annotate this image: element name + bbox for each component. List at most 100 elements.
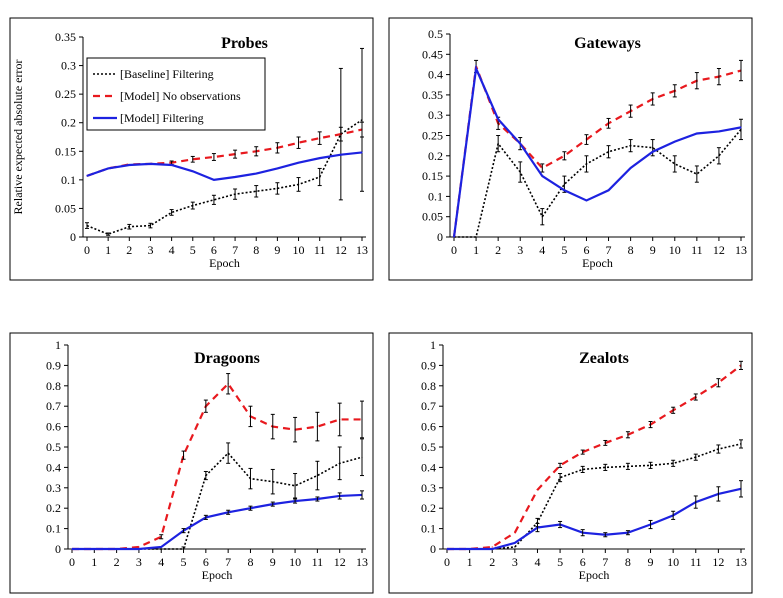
- y-tick-label: 0.4: [428, 68, 443, 82]
- series-line: [72, 493, 363, 551]
- y-tick-label: 0.3: [46, 481, 61, 495]
- data-point: [514, 542, 516, 544]
- y-tick-label: 0.7: [421, 399, 436, 413]
- y-tick-label: 0.8: [46, 379, 61, 393]
- y-tick-label: 0.1: [61, 173, 76, 187]
- data-point: [340, 154, 342, 156]
- x-tick-label: 10: [289, 555, 301, 569]
- data-point: [519, 143, 521, 145]
- x-tick-label: 8: [253, 243, 259, 257]
- data-point: [128, 164, 130, 166]
- data-point: [255, 172, 257, 175]
- data-point: [563, 189, 565, 191]
- y-tick-label: 0.3: [428, 108, 443, 122]
- x-tick-label: 12: [334, 555, 346, 569]
- series-line: [447, 487, 742, 551]
- data-point: [213, 179, 215, 181]
- data-point: [138, 546, 140, 548]
- series-2: [86, 151, 363, 181]
- data-point: [138, 548, 140, 550]
- x-tick-label: 2: [114, 555, 120, 569]
- series-line: [72, 382, 362, 551]
- data-point: [497, 118, 499, 120]
- y-tick-label: 0.2: [46, 501, 61, 515]
- x-tick-label: 9: [650, 243, 656, 257]
- series-2: [71, 490, 364, 551]
- x-tick-label: 6: [211, 243, 217, 257]
- x-tick-label: 10: [293, 243, 305, 257]
- x-tick-label: 8: [247, 555, 253, 569]
- data-point: [361, 151, 363, 154]
- x-tick-label: 4: [169, 243, 175, 257]
- data-point: [116, 548, 118, 550]
- x-tick-label: 11: [691, 243, 703, 257]
- series-1: [86, 121, 364, 177]
- y-tick-label: 0.35: [55, 30, 76, 44]
- data-point: [491, 546, 493, 548]
- x-tick-label: 5: [190, 243, 196, 257]
- x-tick-label: 12: [713, 243, 725, 257]
- y-tick-label: 0.6: [421, 420, 436, 434]
- x-axis-label: Epoch: [209, 256, 240, 270]
- y-tick-label: 1: [430, 338, 436, 352]
- data-point: [93, 548, 95, 550]
- y-tick-label: 0.4: [46, 460, 61, 474]
- chart-panel-gateways: 00.050.10.150.20.250.30.350.40.450.50 1 2 3…: [388, 17, 753, 281]
- data-point: [718, 130, 720, 133]
- y-tick-label: 0.2: [421, 501, 436, 515]
- x-tick-label: 3: [512, 555, 518, 569]
- y-tick-label: 0.35: [422, 88, 443, 102]
- x-tick-label: 1: [105, 243, 111, 257]
- data-point: [234, 176, 236, 178]
- y-tick-label: 0: [437, 230, 443, 244]
- chart-title: Dragoons: [194, 350, 260, 367]
- data-point: [160, 546, 162, 548]
- data-point: [149, 163, 152, 165]
- y-tick-label: 0: [430, 542, 436, 556]
- data-point: [696, 132, 698, 135]
- y-tick-label: 0.9: [421, 358, 436, 372]
- y-tick-label: 0.8: [421, 379, 436, 393]
- y-tick-label: 0.5: [428, 27, 443, 41]
- x-tick-label: 4: [539, 243, 545, 257]
- legend-entry: [Model] Filtering: [120, 111, 204, 125]
- x-tick-label: 11: [314, 243, 326, 257]
- x-tick-label: 7: [602, 555, 608, 569]
- series-line: [447, 364, 742, 551]
- x-tick-label: 6: [583, 243, 589, 257]
- x-tick-label: 9: [648, 555, 654, 569]
- x-axis-label: Epoch: [579, 568, 610, 582]
- x-tick-label: 11: [312, 555, 324, 569]
- panel-frame: [388, 332, 753, 594]
- series-0: [71, 438, 364, 550]
- chart-panel-zealots: 00.10.20.30.40.50.60.70.80.910 1 2 3 4 5 6 7 8 9 1…: [388, 332, 753, 594]
- chart-title: Gateways: [574, 35, 641, 52]
- data-point: [740, 126, 742, 128]
- data-point: [160, 548, 162, 550]
- data-point: [630, 167, 632, 169]
- x-tick-label: 13: [356, 555, 368, 569]
- y-tick-label: 0.2: [61, 116, 76, 130]
- y-tick-label: 0.25: [422, 129, 443, 143]
- x-tick-label: 5: [557, 555, 563, 569]
- y-tick-label: 0.5: [46, 440, 61, 454]
- x-tick-label: 7: [606, 243, 612, 257]
- series-line: [454, 128, 742, 238]
- legend: [Baseline] Filtering [Model] No observati…: [86, 57, 266, 131]
- series-line: [86, 128, 363, 177]
- x-tick-label: 10: [667, 555, 679, 569]
- data-point: [475, 67, 477, 70]
- y-tick-label: 0.2: [428, 149, 443, 163]
- x-tick-label: 5: [181, 555, 187, 569]
- x-tick-label: 7: [225, 555, 231, 569]
- legend-entry: [Model] No observations: [120, 89, 241, 103]
- data-point: [536, 489, 539, 491]
- x-tick-label: 5: [561, 243, 567, 257]
- data-point: [453, 236, 455, 238]
- y-tick-label: 0: [55, 542, 61, 556]
- data-point: [652, 151, 654, 153]
- x-tick-label: 8: [625, 555, 631, 569]
- x-tick-label: 1: [473, 243, 479, 257]
- y-tick-label: 0.7: [46, 399, 61, 413]
